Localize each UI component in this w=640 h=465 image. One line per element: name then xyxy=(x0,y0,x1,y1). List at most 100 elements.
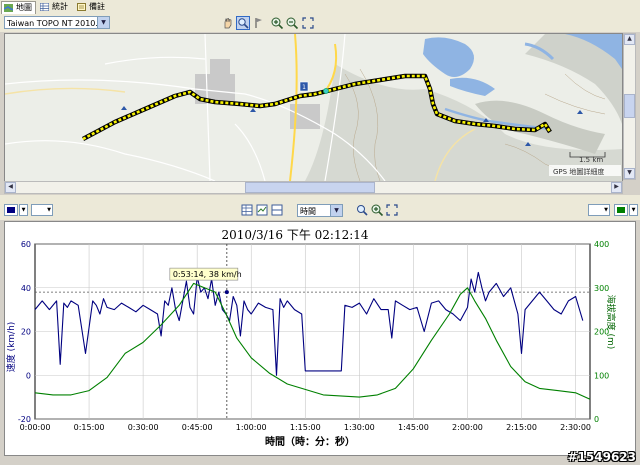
table-icon xyxy=(241,204,253,216)
fit-icon xyxy=(302,17,314,29)
chart-toolbar: ▼ ▼ 時間 ▼ ▼ ▼ xyxy=(0,200,640,220)
map-source-value: Taiwan TOPO NT 2010.11 xyxy=(7,19,109,28)
left-series-color-swatch xyxy=(7,207,15,213)
graph-icon xyxy=(256,204,268,216)
scale-bar xyxy=(569,152,606,158)
map-detail-label: GPS 地圖詳細度 xyxy=(553,167,604,176)
right-tick-label: 0 xyxy=(594,415,599,424)
cursor-point xyxy=(224,290,229,295)
x-tick-label: 0:00:00 xyxy=(20,423,51,432)
x-tick-label: 2:15:00 xyxy=(506,423,537,432)
x-axis-mode-select[interactable]: 時間 ▼ xyxy=(297,204,343,217)
temple-icon xyxy=(577,110,583,114)
zoom-select-icon xyxy=(238,18,249,29)
x-tick-label: 1:30:00 xyxy=(344,423,375,432)
x-tick-label: 0:15:00 xyxy=(74,423,105,432)
left-tick-label: -20 xyxy=(18,415,31,424)
chevron-down-icon: ▼ xyxy=(330,205,342,216)
chart-zoom-select-button[interactable] xyxy=(355,203,369,217)
temple-icon xyxy=(483,118,489,122)
zoom-out-icon xyxy=(286,17,299,30)
tab-notes-label: 備註 xyxy=(89,2,105,11)
x-tick-label: 0:30:00 xyxy=(128,423,159,432)
scroll-thumb[interactable] xyxy=(245,182,375,193)
tab-statistics-label: 統計 xyxy=(52,2,68,11)
right-tick-label: 100 xyxy=(594,371,609,380)
scroll-down-button[interactable]: ▼ xyxy=(624,168,635,179)
x-tick-label: 1:00:00 xyxy=(236,423,267,432)
chevron-down-icon: ▼ xyxy=(604,207,608,213)
highway-shield-icon xyxy=(299,81,309,92)
fit-to-window-button[interactable] xyxy=(301,16,315,30)
hand-tool-button[interactable] xyxy=(221,16,235,30)
split-icon xyxy=(271,204,283,216)
scroll-right-button[interactable]: ▶ xyxy=(611,182,622,193)
map-vertical-scrollbar[interactable]: ▲ ▼ xyxy=(623,33,636,180)
zoom-in-icon xyxy=(371,204,384,217)
left-series-select[interactable]: ▼ xyxy=(31,204,53,216)
speed-series-line xyxy=(34,271,584,376)
x-tick-label: 2:30:00 xyxy=(560,423,591,432)
map-view[interactable]: 1 1.5 km GPS 地圖詳細度 xyxy=(4,33,623,182)
x-tick-label: 2:00:00 xyxy=(452,423,483,432)
right-axis-title: 海拔高度 (m) xyxy=(605,295,617,350)
tab-map-label: 地圖 xyxy=(16,3,32,12)
grid-icon xyxy=(40,3,49,11)
left-tick-label: 60 xyxy=(21,240,31,249)
cursor-position-marker xyxy=(323,88,329,94)
chart-title: 2010/3/16 下午 02:12:14 xyxy=(221,228,368,242)
flag-button[interactable] xyxy=(252,16,266,30)
temple-icon xyxy=(250,108,256,112)
chart-panel: 2010/3/16 下午 02:12:14 時間（時：分：秒） 速度 (km/h… xyxy=(4,221,636,456)
right-tick-label: 400 xyxy=(594,240,609,249)
map-horizontal-scrollbar[interactable]: ◀ ▶ xyxy=(4,181,623,194)
x-tick-label: 0:45:00 xyxy=(182,423,213,432)
left-tick-label: 0 xyxy=(26,371,31,380)
map-toolbar: Taiwan TOPO NT 2010.11 ▼ xyxy=(0,14,640,32)
panel-splitter[interactable] xyxy=(0,195,640,200)
zoom-in-button[interactable] xyxy=(270,16,284,30)
zoom-select-icon xyxy=(357,205,368,216)
chart-fit-button[interactable] xyxy=(385,203,399,217)
x-tick-label: 1:45:00 xyxy=(398,423,429,432)
image-id-watermark: #1549623 xyxy=(567,450,636,464)
chevron-down-icon: ▼ xyxy=(47,207,51,213)
scroll-up-button[interactable]: ▲ xyxy=(624,34,635,45)
left-tick-label: 20 xyxy=(21,328,31,337)
tab-statistics[interactable]: 統計 xyxy=(38,1,71,13)
table-view-button[interactable] xyxy=(240,203,254,217)
left-axis-title: 速度 (km/h) xyxy=(5,322,17,373)
hand-icon xyxy=(224,17,232,29)
zoom-select-button[interactable] xyxy=(236,16,250,30)
left-series-color-button[interactable] xyxy=(4,204,18,216)
right-tick-label: 200 xyxy=(594,328,609,337)
notes-icon xyxy=(77,3,86,11)
tab-map[interactable]: 地圖 xyxy=(1,1,36,14)
right-series-color-button[interactable] xyxy=(614,204,628,216)
x-tick-label: 1:15:00 xyxy=(290,423,321,432)
tab-notes[interactable]: 備註 xyxy=(75,1,108,13)
highway-marker-label: 1 xyxy=(302,84,306,91)
flag-icon xyxy=(255,18,262,28)
right-tick-label: 300 xyxy=(594,284,609,293)
scroll-thumb[interactable] xyxy=(624,94,635,118)
split-view-button[interactable] xyxy=(270,203,284,217)
zoom-out-button[interactable] xyxy=(285,16,299,30)
right-series-color-swatch xyxy=(617,207,625,213)
scroll-left-button[interactable]: ◀ xyxy=(5,182,16,193)
map-source-select[interactable]: Taiwan TOPO NT 2010.11 ▼ xyxy=(4,16,110,29)
view-tabs: 地圖 統計 備註 xyxy=(0,0,640,15)
left-tick-label: 40 xyxy=(21,284,31,293)
scale-label: 1.5 km xyxy=(579,156,603,164)
elevation-series-line xyxy=(34,282,591,400)
chevron-down-icon[interactable]: ▼ xyxy=(629,204,638,216)
speed-elevation-chart[interactable]: 2010/3/16 下午 02:12:14 時間（時：分：秒） 速度 (km/h… xyxy=(5,222,635,455)
right-series-select[interactable]: ▼ xyxy=(588,204,610,216)
cursor-tooltip-label: 0:53:14, 38 km/h xyxy=(173,270,242,279)
chart-zoom-in-button[interactable] xyxy=(370,203,384,217)
topo-map: 1 1.5 km GPS 地圖詳細度 xyxy=(5,34,622,181)
zoom-in-icon xyxy=(271,17,284,30)
map-icon xyxy=(4,4,13,12)
chevron-down-icon[interactable]: ▼ xyxy=(19,204,28,216)
graph-view-button[interactable] xyxy=(255,203,269,217)
